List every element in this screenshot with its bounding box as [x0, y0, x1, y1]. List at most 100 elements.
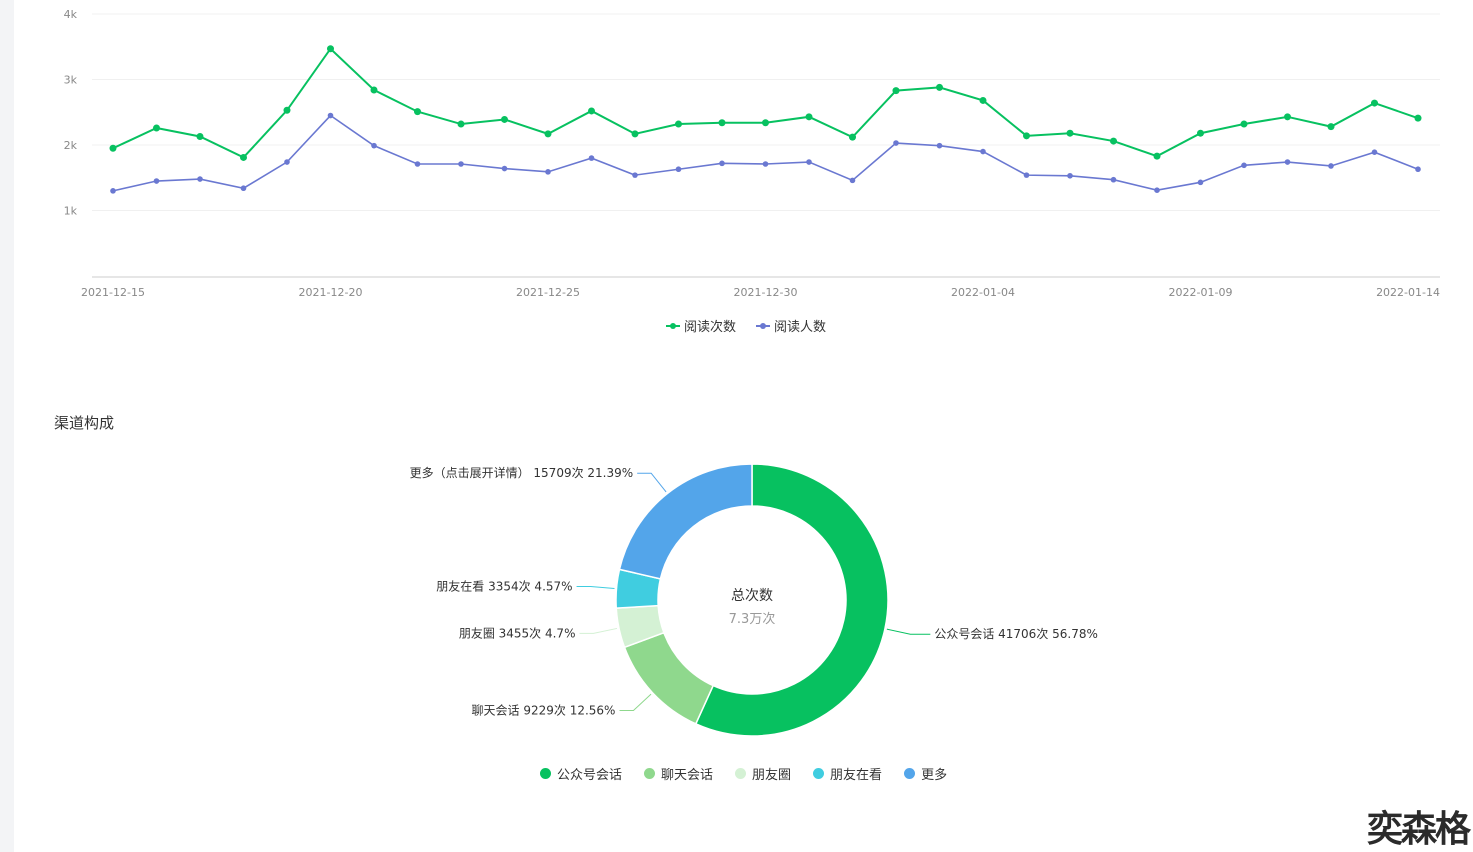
data-point[interactable] [1154, 187, 1160, 193]
data-point[interactable] [1284, 113, 1291, 121]
label-leader-line [576, 585, 615, 589]
legend-label-official-account: 公众号会话 [557, 768, 623, 783]
data-point[interactable] [631, 130, 639, 138]
data-point[interactable] [283, 106, 291, 114]
data-point[interactable] [1066, 129, 1074, 137]
data-point[interactable] [501, 115, 508, 123]
data-point[interactable] [718, 119, 726, 127]
legend-label-reader-count: 阅读人数 [774, 320, 827, 335]
donut-slice[interactable] [618, 463, 753, 580]
data-point[interactable] [1023, 172, 1030, 178]
data-point[interactable] [675, 120, 682, 128]
legend-label-moments: 朋友圈 [752, 768, 792, 783]
data-point[interactable] [110, 188, 116, 194]
data-point[interactable] [1153, 152, 1161, 160]
data-point[interactable] [762, 161, 769, 167]
legend-item-reader-count[interactable]: 阅读人数 [756, 316, 826, 335]
watermark-logo: 奕森格 [1366, 809, 1471, 850]
legend-label-read-count: 阅读次数 [684, 320, 737, 335]
data-point[interactable] [1371, 99, 1378, 107]
y-tick-label: 2k [64, 139, 78, 152]
data-point[interactable] [371, 142, 377, 149]
data-point[interactable] [806, 159, 812, 165]
x-tick-label: 2022-01-14 [1376, 286, 1440, 299]
data-point[interactable] [545, 169, 551, 175]
legend-item-more[interactable]: 更多 [904, 764, 947, 783]
data-point[interactable] [1023, 132, 1030, 140]
legend-dot-moments [735, 768, 747, 779]
label-leader-line [886, 628, 931, 635]
data-point[interactable] [849, 133, 856, 141]
donut-center-total: 7.3万次 [728, 612, 776, 627]
data-point[interactable] [979, 96, 987, 104]
legend-swatch-read-count [666, 321, 680, 331]
legend-item-moments[interactable]: 朋友圈 [735, 764, 791, 783]
x-tick-label: 2021-12-25 [516, 286, 580, 299]
data-point[interactable] [196, 132, 204, 140]
data-point[interactable] [893, 140, 899, 146]
data-point[interactable] [153, 178, 160, 184]
data-point[interactable] [1110, 137, 1117, 145]
data-point[interactable] [892, 87, 900, 95]
slice-data-label: 更多（点击展开详情） 15709次 21.39% [410, 465, 634, 480]
data-point[interactable] [1327, 123, 1335, 131]
slice-data-label: 朋友圈 3455次 4.7% [459, 626, 576, 640]
data-point[interactable] [588, 107, 595, 115]
data-point[interactable] [501, 165, 508, 172]
donut-slice[interactable] [623, 631, 715, 725]
data-point[interactable] [414, 161, 421, 167]
data-point[interactable] [1414, 114, 1422, 122]
data-point[interactable] [675, 166, 682, 173]
x-tick-label: 2021-12-15 [81, 286, 145, 299]
legend-dot-friends-watching [813, 768, 825, 779]
data-point[interactable] [1197, 179, 1204, 186]
data-point[interactable] [805, 113, 813, 121]
data-point[interactable] [458, 161, 464, 167]
y-tick-label: 3k [64, 74, 78, 87]
data-point[interactable] [1240, 120, 1248, 128]
data-point[interactable] [588, 155, 595, 161]
data-point[interactable] [240, 153, 247, 161]
legend-dot-official-account [540, 768, 551, 779]
data-point[interactable] [1371, 149, 1378, 156]
data-point[interactable] [719, 160, 725, 167]
legend-item-chat[interactable]: 聊天会话 [644, 764, 713, 783]
legend-item-read-count[interactable]: 阅读次数 [666, 316, 736, 335]
data-point[interactable] [936, 83, 943, 91]
legend-item-official-account[interactable]: 公众号会话 [540, 764, 622, 783]
data-point[interactable] [544, 130, 552, 138]
data-point[interactable] [109, 144, 117, 152]
donut-center-title: 总次数 [731, 588, 773, 604]
reads-line-chart: 1k 2k 3k 4k 2021-12-15 2021-12-20 2021-12-25 20… [64, 8, 1440, 299]
data-point[interactable] [414, 108, 421, 116]
data-point[interactable] [849, 177, 856, 184]
x-tick-label: 2021-12-30 [734, 286, 798, 299]
data-point[interactable] [284, 159, 290, 165]
data-point[interactable] [197, 176, 203, 182]
legend-swatch-reader-count [756, 321, 771, 331]
x-tick-label: 2022-01-09 [1169, 286, 1233, 299]
data-point[interactable] [762, 119, 769, 127]
data-point[interactable] [1284, 159, 1291, 165]
data-point[interactable] [1197, 129, 1204, 137]
series-line-read-count [112, 47, 1419, 159]
slice-data-label: 公众号会话 41706次 56.78% [934, 627, 1098, 641]
data-point[interactable] [327, 45, 334, 53]
data-point[interactable] [457, 120, 465, 128]
y-tick-label: 1k [64, 205, 78, 218]
label-leader-line [579, 627, 618, 634]
data-point[interactable] [327, 112, 334, 119]
data-point[interactable] [632, 172, 638, 178]
data-point[interactable] [370, 86, 378, 94]
legend-label-chat: 聊天会话 [661, 768, 714, 783]
data-point[interactable] [980, 148, 986, 155]
data-point[interactable] [1110, 176, 1117, 183]
data-point[interactable] [1067, 172, 1073, 179]
data-point[interactable] [1241, 162, 1247, 169]
data-point[interactable] [936, 142, 943, 149]
legend-item-friends-watching[interactable]: 朋友在看 [813, 764, 882, 783]
data-point[interactable] [1328, 163, 1334, 169]
data-point[interactable] [240, 185, 247, 192]
data-point[interactable] [153, 124, 160, 132]
data-point[interactable] [1415, 166, 1421, 173]
